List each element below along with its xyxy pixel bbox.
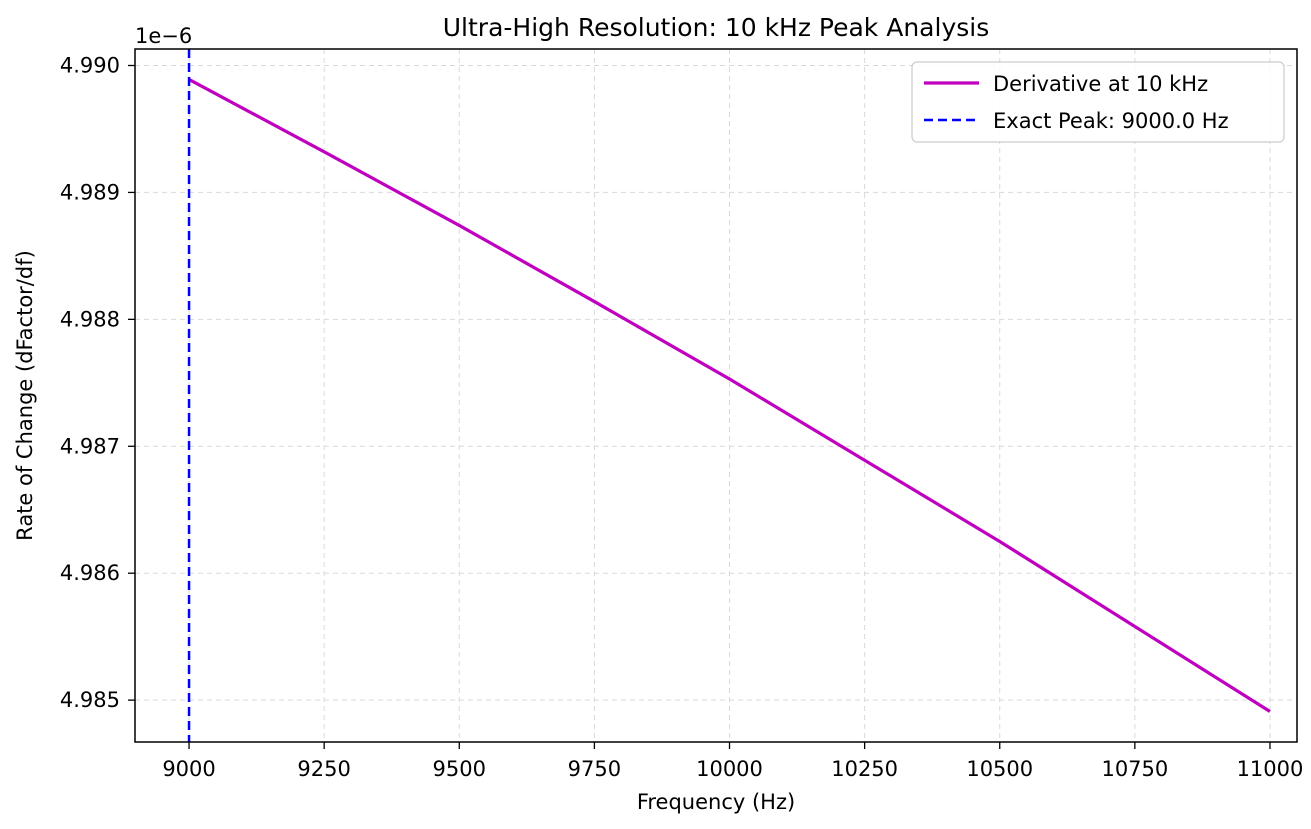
- y-tick-label: 4.986: [60, 561, 120, 585]
- x-tick-label: 10500: [966, 757, 1033, 781]
- x-axis-label: Frequency (Hz): [637, 790, 795, 814]
- x-tick-label: 10750: [1101, 757, 1168, 781]
- legend-label: Exact Peak: 9000.0 Hz: [993, 109, 1229, 133]
- x-tick-label: 11000: [1237, 757, 1304, 781]
- x-tick-label: 9250: [297, 757, 350, 781]
- x-tick-label: 9500: [433, 757, 486, 781]
- y-tick-label: 4.985: [60, 688, 120, 712]
- x-tick-label: 9750: [568, 757, 621, 781]
- y-tick-label: 4.988: [60, 307, 120, 331]
- chart-title: Ultra-High Resolution: 10 kHz Peak Analy…: [443, 13, 989, 42]
- legend: Derivative at 10 kHz Exact Peak: 9000.0 H…: [912, 62, 1284, 142]
- x-tick-label: 9000: [162, 757, 215, 781]
- y-tick-label: 4.987: [60, 434, 120, 458]
- x-tick-label: 10250: [831, 757, 898, 781]
- y-tick-label: 4.989: [60, 180, 120, 204]
- y-tick-label: 4.990: [60, 54, 120, 78]
- x-tick-label: 10000: [696, 757, 763, 781]
- y-axis-label: Rate of Change (dFactor/df): [13, 250, 37, 541]
- legend-label: Derivative at 10 kHz: [993, 72, 1208, 96]
- y-axis-offset-text: 1e−6: [135, 24, 192, 48]
